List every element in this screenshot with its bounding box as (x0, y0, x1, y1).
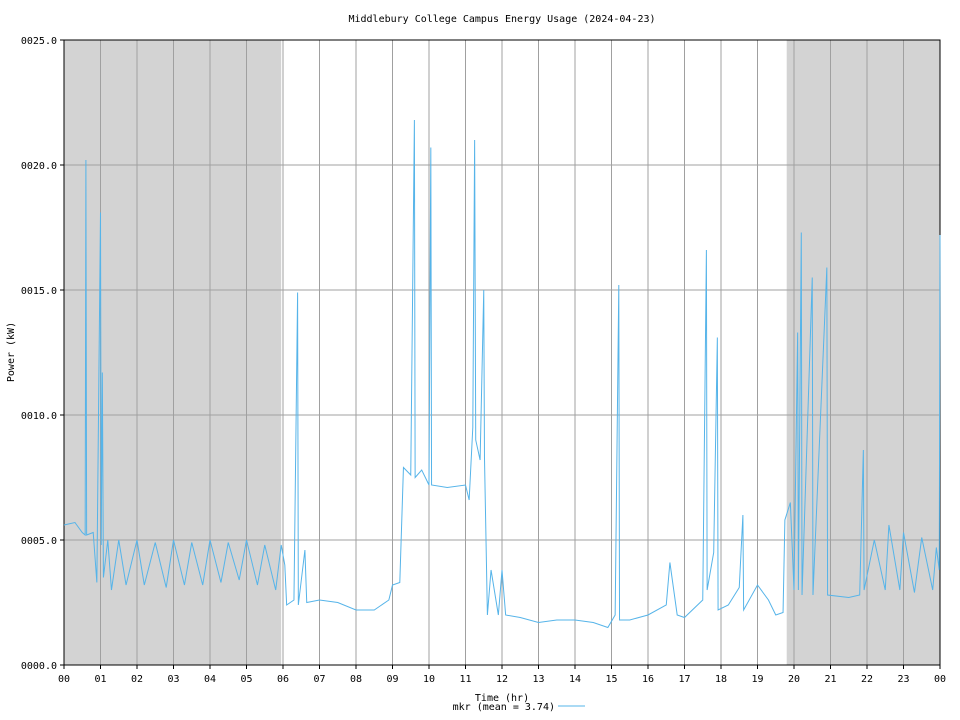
x-tick-label: 09 (386, 674, 398, 685)
y-tick-label: 0005.0 (21, 536, 57, 547)
x-tick-label: 07 (313, 674, 325, 685)
x-tick-label: 14 (569, 674, 581, 685)
x-tick-label: 00 (58, 674, 70, 685)
x-tick-label: 03 (167, 674, 179, 685)
y-tick-label: 0000.0 (21, 661, 57, 672)
x-tick-label: 17 (678, 674, 690, 685)
data-line (63, 119, 941, 629)
x-tick-label: 01 (94, 674, 106, 685)
chart-title: Middlebury College Campus Energy Usage (… (348, 14, 655, 25)
x-tick-label: 18 (715, 674, 727, 685)
x-tick-label: 16 (642, 674, 654, 685)
y-tick-label: 0020.0 (21, 161, 57, 172)
x-tick-label: 13 (532, 674, 544, 685)
x-tick-label: 19 (751, 674, 763, 685)
x-tick-label: 11 (459, 674, 471, 685)
y-tick-label: 0015.0 (21, 286, 57, 297)
y-axis-label: Power (kW) (6, 322, 17, 382)
legend-label: mkr (mean = 3.74) (453, 702, 555, 713)
x-tick-label: 15 (605, 674, 617, 685)
x-tick-label: 23 (897, 674, 909, 685)
x-axis-label: Time (hr) (475, 693, 529, 704)
x-tick-label: 06 (277, 674, 289, 685)
x-tick-label: 21 (824, 674, 836, 685)
x-tick-label: 04 (204, 674, 216, 685)
x-tick-label: 02 (131, 674, 143, 685)
x-tick-label: 20 (788, 674, 800, 685)
x-tick-label: 05 (240, 674, 252, 685)
x-tick-label: 22 (861, 674, 873, 685)
y-tick-label: 0010.0 (21, 411, 57, 422)
x-tick-label: 00 (934, 674, 946, 685)
x-tick-label: 08 (350, 674, 362, 685)
x-tick-label: 12 (496, 674, 508, 685)
x-tick-label: 10 (423, 674, 435, 685)
y-tick-label: 0025.0 (21, 36, 57, 47)
